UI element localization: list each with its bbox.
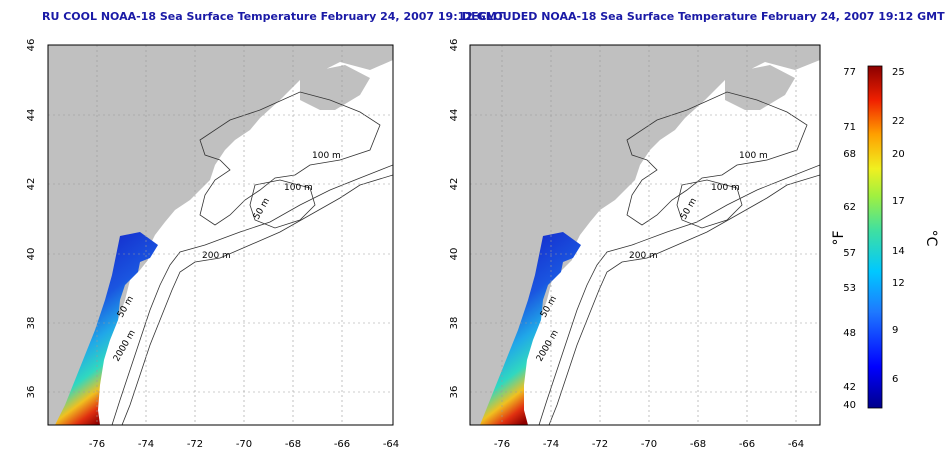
- f-tick: 48: [843, 328, 856, 339]
- contour-label: 200 m: [629, 251, 658, 261]
- lon-tick: -74: [138, 439, 154, 450]
- lon-axis-left: -76 -74 -72 -70 -68 -66 -64: [89, 439, 399, 450]
- lon-tick: -66: [334, 439, 350, 450]
- c-tick: 12: [892, 278, 905, 289]
- lat-tick: 40: [26, 248, 37, 261]
- f-tick: 68: [843, 149, 856, 160]
- map-frame-right: [469, 44, 821, 426]
- map-area-right: 100 m 100 m 50 m 200 m 50 m 2000 m: [470, 45, 820, 425]
- lon-tick: -68: [690, 439, 706, 450]
- contour-label: 100 m: [312, 151, 341, 161]
- c-tick: 20: [892, 149, 905, 160]
- contour-label: 2000 m: [535, 329, 561, 364]
- lat-tick: 42: [26, 178, 37, 191]
- lat-tick: 38: [26, 317, 37, 330]
- colorbar-c-ticks: 25 22 20 17 14 12 9 6: [892, 67, 905, 385]
- lat-tick: 38: [449, 317, 460, 330]
- lat-axis-left: 46 44 42 40 38 36: [26, 39, 37, 399]
- lon-tick: -68: [285, 439, 301, 450]
- lat-tick: 46: [449, 39, 460, 52]
- c-tick: 25: [892, 67, 905, 78]
- panel-right-title: DECLOUDED NOAA-18 Sea Surface Temperatur…: [462, 10, 945, 23]
- map-area-left: 100 m 100 m 50 m 200 m 50 m 2000 m: [48, 45, 393, 425]
- c-tick: 22: [892, 116, 905, 127]
- lat-tick: 40: [449, 248, 460, 261]
- f-tick: 77: [843, 67, 856, 78]
- contour-label: 100 m: [711, 183, 740, 193]
- panel-left-title: RU COOL NOAA-18 Sea Surface Temperature …: [42, 10, 505, 23]
- lat-tick: 36: [449, 386, 460, 399]
- c-tick: 6: [892, 374, 898, 385]
- lat-tick: 46: [26, 39, 37, 52]
- lat-tick: 42: [449, 178, 460, 191]
- lon-tick: -76: [89, 439, 105, 450]
- grid-left: [48, 45, 393, 425]
- sst-field-right: [480, 232, 581, 425]
- f-tick: 57: [843, 248, 856, 259]
- f-tick: 71: [843, 122, 856, 133]
- land-left: [48, 45, 393, 425]
- contour-label: 50 m: [252, 197, 272, 222]
- lon-tick: -64: [383, 439, 399, 450]
- lat-tick: 44: [449, 109, 460, 122]
- colorbar-f-ticks: 77 71 68 62 57 53 48 42 40: [843, 67, 856, 411]
- lon-tick: -66: [739, 439, 755, 450]
- grid-right: [470, 45, 820, 425]
- colorbar: 77 71 68 62 57 53 48 42 40 25 22 20 17 1…: [831, 65, 939, 411]
- colorbar-gradient: [867, 65, 883, 409]
- lon-tick: -72: [592, 439, 608, 450]
- lon-tick: -76: [494, 439, 510, 450]
- lon-tick: -70: [236, 439, 252, 450]
- contour-label: 50 m: [679, 197, 699, 222]
- contour-label: 100 m: [739, 151, 768, 161]
- c-tick: 9: [892, 325, 898, 336]
- c-tick: 17: [892, 196, 905, 207]
- celsius-label: °C: [923, 230, 939, 247]
- lon-tick: -72: [187, 439, 203, 450]
- lon-tick: -64: [788, 439, 804, 450]
- map-frame-left: [47, 44, 394, 426]
- land-right: [470, 45, 820, 425]
- lat-tick: 44: [26, 109, 37, 122]
- lon-tick: -74: [543, 439, 559, 450]
- f-tick: 42: [843, 382, 856, 393]
- f-tick: 53: [843, 283, 856, 294]
- lat-tick: 36: [26, 386, 37, 399]
- c-tick: 14: [892, 246, 905, 257]
- f-tick: 40: [843, 400, 856, 411]
- lat-axis-right: 46 44 42 40 38 36: [449, 39, 460, 399]
- lon-tick: -70: [641, 439, 657, 450]
- lon-axis-right: -76 -74 -72 -70 -68 -66 -64: [494, 439, 804, 450]
- contour-label: 100 m: [284, 183, 313, 193]
- contour-label: 200 m: [202, 251, 231, 261]
- fahrenheit-label: °F: [831, 230, 847, 245]
- f-tick: 62: [843, 202, 856, 213]
- sst-field-left: [55, 232, 158, 425]
